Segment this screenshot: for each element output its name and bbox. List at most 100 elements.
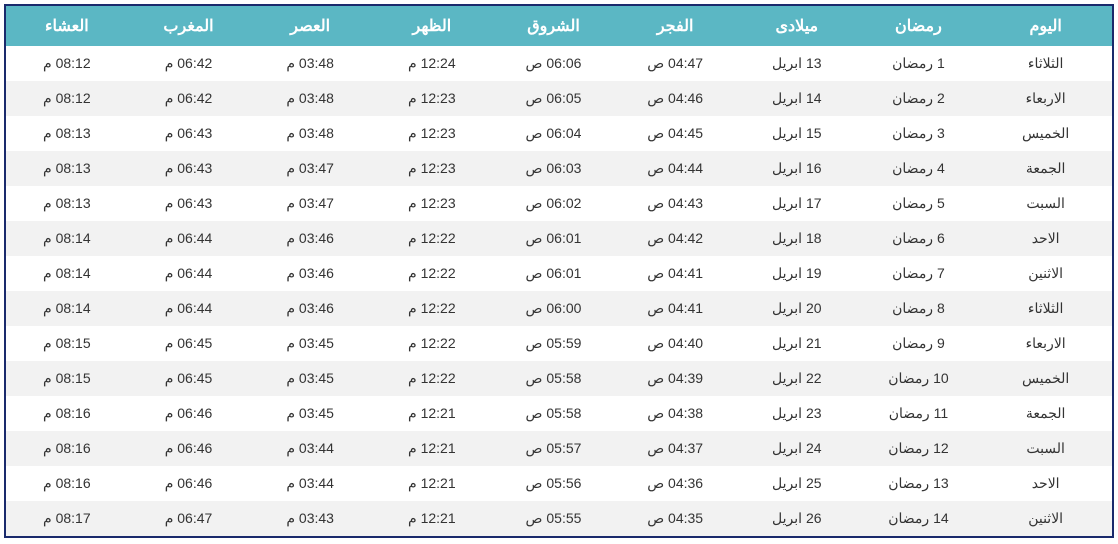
cell-fajr: 04:43 ص [614,186,736,221]
cell-miladi: 25 ابريل [736,466,858,501]
cell-isha: 08:14 م [6,291,128,326]
col-ramadan: رمضان [858,6,980,46]
cell-isha: 08:13 م [6,151,128,186]
cell-maghrib: 06:46 م [128,396,250,431]
cell-maghrib: 06:43 م [128,116,250,151]
cell-shuruq: 05:59 ص [493,326,615,361]
cell-shuruq: 06:01 ص [493,221,615,256]
cell-shuruq: 05:56 ص [493,466,615,501]
cell-ramadan: 3 رمضان [858,116,980,151]
cell-miladi: 14 ابريل [736,81,858,116]
cell-day: الجمعة [979,151,1112,186]
cell-asr: 03:48 م [249,81,371,116]
cell-miladi: 22 ابريل [736,361,858,396]
cell-miladi: 23 ابريل [736,396,858,431]
cell-ramadan: 2 رمضان [858,81,980,116]
cell-ramadan: 11 رمضان [858,396,980,431]
cell-day: الاحد [979,221,1112,256]
cell-shuruq: 05:57 ص [493,431,615,466]
col-fajr: الفجر [614,6,736,46]
cell-asr: 03:45 م [249,361,371,396]
cell-dhuhr: 12:21 م [371,396,493,431]
cell-fajr: 04:41 ص [614,291,736,326]
cell-asr: 03:48 م [249,116,371,151]
cell-asr: 03:45 م [249,326,371,361]
cell-isha: 08:14 م [6,256,128,291]
cell-ramadan: 14 رمضان [858,501,980,536]
cell-ramadan: 8 رمضان [858,291,980,326]
cell-dhuhr: 12:21 م [371,466,493,501]
cell-day: الخميس [979,116,1112,151]
cell-dhuhr: 12:21 م [371,501,493,536]
cell-dhuhr: 12:23 م [371,116,493,151]
col-dhuhr: الظهر [371,6,493,46]
cell-miladi: 24 ابريل [736,431,858,466]
cell-ramadan: 1 رمضان [858,46,980,81]
cell-day: السبت [979,186,1112,221]
col-miladi: ميلادى [736,6,858,46]
cell-maghrib: 06:42 م [128,46,250,81]
table-row: الثلاثاء8 رمضان20 ابريل04:41 ص06:00 ص12:… [6,291,1112,326]
cell-fajr: 04:41 ص [614,256,736,291]
cell-maghrib: 06:43 م [128,151,250,186]
cell-day: الخميس [979,361,1112,396]
col-shuruq: الشروق [493,6,615,46]
cell-asr: 03:48 م [249,46,371,81]
cell-fajr: 04:40 ص [614,326,736,361]
cell-dhuhr: 12:21 م [371,431,493,466]
cell-shuruq: 06:01 ص [493,256,615,291]
cell-shuruq: 06:02 ص [493,186,615,221]
cell-isha: 08:12 م [6,81,128,116]
cell-miladi: 26 ابريل [736,501,858,536]
table-row: الثلاثاء1 رمضان13 ابريل04:47 ص06:06 ص12:… [6,46,1112,81]
table-row: الخميس10 رمضان22 ابريل04:39 ص05:58 ص12:2… [6,361,1112,396]
cell-fajr: 04:47 ص [614,46,736,81]
col-maghrib: المغرب [128,6,250,46]
cell-miladi: 16 ابريل [736,151,858,186]
table-row: السبت5 رمضان17 ابريل04:43 ص06:02 ص12:23 … [6,186,1112,221]
table-body: الثلاثاء1 رمضان13 ابريل04:47 ص06:06 ص12:… [6,46,1112,536]
table-row: الاحد6 رمضان18 ابريل04:42 ص06:01 ص12:22 … [6,221,1112,256]
header-row: اليوم رمضان ميلادى الفجر الشروق الظهر ال… [6,6,1112,46]
cell-maghrib: 06:47 م [128,501,250,536]
cell-asr: 03:46 م [249,256,371,291]
cell-shuruq: 05:58 ص [493,396,615,431]
cell-day: الاثنين [979,501,1112,536]
table-row: الاربعاء9 رمضان21 ابريل04:40 ص05:59 ص12:… [6,326,1112,361]
cell-day: الثلاثاء [979,46,1112,81]
cell-shuruq: 05:55 ص [493,501,615,536]
cell-isha: 08:13 م [6,116,128,151]
cell-miladi: 20 ابريل [736,291,858,326]
cell-day: الجمعة [979,396,1112,431]
cell-ramadan: 6 رمضان [858,221,980,256]
table-row: السبت12 رمضان24 ابريل04:37 ص05:57 ص12:21… [6,431,1112,466]
cell-maghrib: 06:44 م [128,291,250,326]
cell-dhuhr: 12:22 م [371,256,493,291]
prayer-times-table: اليوم رمضان ميلادى الفجر الشروق الظهر ال… [6,6,1112,536]
cell-asr: 03:43 م [249,501,371,536]
cell-ramadan: 12 رمضان [858,431,980,466]
cell-fajr: 04:45 ص [614,116,736,151]
cell-fajr: 04:38 ص [614,396,736,431]
table-row: الخميس3 رمضان15 ابريل04:45 ص06:04 ص12:23… [6,116,1112,151]
cell-maghrib: 06:44 م [128,256,250,291]
cell-dhuhr: 12:23 م [371,81,493,116]
cell-isha: 08:14 م [6,221,128,256]
cell-isha: 08:15 م [6,361,128,396]
cell-fajr: 04:46 ص [614,81,736,116]
table-row: الاثنين14 رمضان26 ابريل04:35 ص05:55 ص12:… [6,501,1112,536]
cell-isha: 08:13 م [6,186,128,221]
table-row: الجمعة11 رمضان23 ابريل04:38 ص05:58 ص12:2… [6,396,1112,431]
cell-maghrib: 06:42 م [128,81,250,116]
cell-shuruq: 06:00 ص [493,291,615,326]
cell-shuruq: 06:05 ص [493,81,615,116]
prayer-times-table-container: اليوم رمضان ميلادى الفجر الشروق الظهر ال… [4,4,1114,538]
cell-miladi: 17 ابريل [736,186,858,221]
cell-miladi: 19 ابريل [736,256,858,291]
cell-ramadan: 9 رمضان [858,326,980,361]
cell-day: السبت [979,431,1112,466]
table-row: الاثنين7 رمضان19 ابريل04:41 ص06:01 ص12:2… [6,256,1112,291]
table-header: اليوم رمضان ميلادى الفجر الشروق الظهر ال… [6,6,1112,46]
cell-shuruq: 05:58 ص [493,361,615,396]
cell-day: الاثنين [979,256,1112,291]
